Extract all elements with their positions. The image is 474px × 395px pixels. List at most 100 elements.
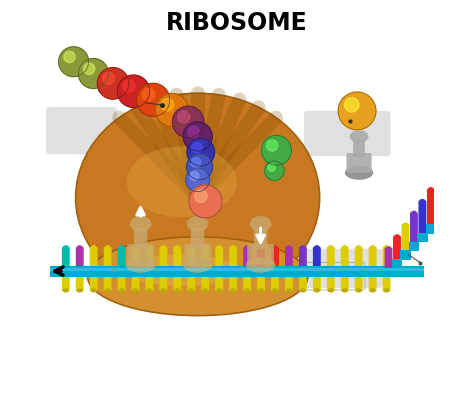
FancyBboxPatch shape <box>296 249 383 288</box>
Ellipse shape <box>419 199 426 204</box>
FancyBboxPatch shape <box>159 277 167 291</box>
Ellipse shape <box>402 222 409 228</box>
FancyBboxPatch shape <box>104 247 111 267</box>
Bar <box>50 267 424 271</box>
Ellipse shape <box>286 288 292 293</box>
Ellipse shape <box>453 152 459 157</box>
Circle shape <box>123 80 135 92</box>
Ellipse shape <box>202 245 209 251</box>
Bar <box>426 224 436 234</box>
FancyBboxPatch shape <box>313 247 321 267</box>
Ellipse shape <box>328 288 334 293</box>
FancyBboxPatch shape <box>62 247 70 267</box>
FancyBboxPatch shape <box>201 247 209 267</box>
FancyBboxPatch shape <box>271 277 279 291</box>
FancyBboxPatch shape <box>247 244 274 265</box>
Circle shape <box>187 139 215 166</box>
Ellipse shape <box>174 245 181 251</box>
FancyBboxPatch shape <box>46 107 117 154</box>
Circle shape <box>264 161 284 181</box>
Ellipse shape <box>286 245 292 251</box>
Ellipse shape <box>91 288 97 293</box>
FancyBboxPatch shape <box>90 277 98 291</box>
Circle shape <box>266 140 278 151</box>
FancyBboxPatch shape <box>229 277 237 291</box>
Ellipse shape <box>160 288 166 293</box>
FancyBboxPatch shape <box>159 247 167 267</box>
Ellipse shape <box>342 288 348 293</box>
Ellipse shape <box>104 245 111 251</box>
Ellipse shape <box>160 245 166 251</box>
Circle shape <box>190 171 199 181</box>
Ellipse shape <box>383 288 390 293</box>
Ellipse shape <box>77 288 83 293</box>
FancyBboxPatch shape <box>427 189 435 225</box>
Circle shape <box>195 190 207 202</box>
FancyBboxPatch shape <box>299 277 307 291</box>
Bar <box>468 181 474 190</box>
FancyBboxPatch shape <box>384 248 392 268</box>
FancyBboxPatch shape <box>118 277 126 291</box>
Circle shape <box>118 75 150 107</box>
Ellipse shape <box>445 164 451 169</box>
Circle shape <box>59 47 89 77</box>
FancyBboxPatch shape <box>410 213 418 243</box>
FancyBboxPatch shape <box>184 244 211 265</box>
Bar <box>460 190 470 199</box>
Bar <box>417 233 428 243</box>
Ellipse shape <box>436 175 442 181</box>
Circle shape <box>345 98 359 112</box>
FancyBboxPatch shape <box>444 165 452 208</box>
FancyBboxPatch shape <box>215 277 223 291</box>
Circle shape <box>189 185 222 218</box>
Ellipse shape <box>126 258 155 273</box>
FancyBboxPatch shape <box>285 277 293 291</box>
FancyBboxPatch shape <box>132 247 139 267</box>
FancyBboxPatch shape <box>191 229 204 249</box>
Ellipse shape <box>76 93 319 302</box>
Ellipse shape <box>369 288 376 293</box>
FancyBboxPatch shape <box>469 130 474 182</box>
Ellipse shape <box>328 245 334 251</box>
Circle shape <box>78 58 108 88</box>
Ellipse shape <box>146 288 153 293</box>
FancyBboxPatch shape <box>118 247 126 267</box>
Ellipse shape <box>258 288 264 293</box>
FancyBboxPatch shape <box>257 247 265 267</box>
Circle shape <box>178 111 190 123</box>
Bar <box>434 216 445 225</box>
Ellipse shape <box>216 288 222 293</box>
Bar <box>409 242 419 251</box>
Ellipse shape <box>272 245 278 251</box>
FancyBboxPatch shape <box>327 277 335 291</box>
FancyBboxPatch shape <box>452 153 460 199</box>
FancyBboxPatch shape <box>355 277 363 291</box>
Ellipse shape <box>314 288 320 293</box>
FancyBboxPatch shape <box>257 277 265 291</box>
Ellipse shape <box>342 245 348 251</box>
Ellipse shape <box>244 245 250 251</box>
Bar <box>451 198 461 208</box>
Ellipse shape <box>246 258 275 273</box>
FancyBboxPatch shape <box>271 247 279 267</box>
Circle shape <box>191 158 201 167</box>
Circle shape <box>142 88 155 101</box>
Ellipse shape <box>470 128 474 133</box>
Ellipse shape <box>244 288 250 293</box>
FancyBboxPatch shape <box>90 247 98 267</box>
Ellipse shape <box>272 288 278 293</box>
FancyBboxPatch shape <box>76 247 84 267</box>
Ellipse shape <box>462 140 468 145</box>
Circle shape <box>188 126 199 137</box>
FancyBboxPatch shape <box>393 236 401 260</box>
FancyBboxPatch shape <box>243 247 251 267</box>
Ellipse shape <box>188 288 194 293</box>
Ellipse shape <box>314 245 320 251</box>
Circle shape <box>137 83 170 117</box>
Circle shape <box>261 135 292 165</box>
Circle shape <box>183 122 212 151</box>
Bar <box>383 267 394 277</box>
Bar <box>50 266 424 277</box>
FancyBboxPatch shape <box>254 229 267 249</box>
Ellipse shape <box>87 237 308 316</box>
